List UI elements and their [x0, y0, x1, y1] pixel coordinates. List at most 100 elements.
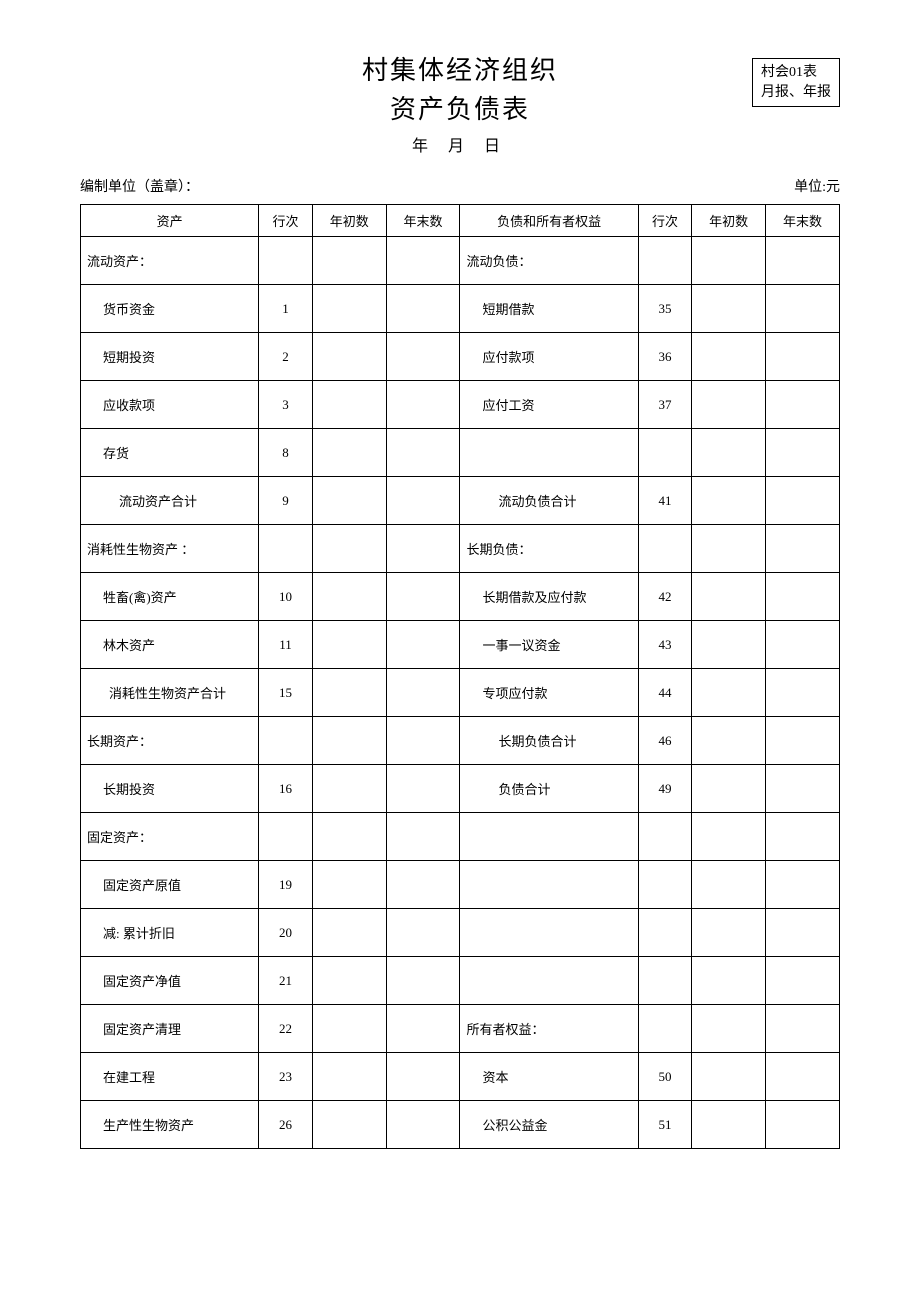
liability-end-value — [766, 621, 840, 669]
asset-end-value — [386, 621, 460, 669]
balance-sheet-table: 资产 行次 年初数 年末数 负债和所有者权益 行次 年初数 年末数 流动资产：流… — [80, 204, 840, 1149]
asset-line-number: 20 — [259, 909, 312, 957]
asset-line-number: 19 — [259, 861, 312, 909]
liability-end-value — [766, 333, 840, 381]
asset-end-value — [386, 429, 460, 477]
asset-begin-value — [312, 765, 386, 813]
liability-end-value — [766, 285, 840, 333]
form-code-box: 村会01表 月报、年报 — [752, 58, 840, 107]
asset-begin-value — [312, 621, 386, 669]
asset-end-value — [386, 1005, 460, 1053]
liability-label: 资本 — [460, 1053, 638, 1101]
asset-end-value — [386, 765, 460, 813]
th-end-left: 年末数 — [386, 205, 460, 237]
liability-end-value — [766, 381, 840, 429]
liability-end-value — [766, 1101, 840, 1149]
asset-line-number: 21 — [259, 957, 312, 1005]
liability-begin-value — [692, 1005, 766, 1053]
asset-begin-value — [312, 573, 386, 621]
liability-line-number: 35 — [638, 285, 691, 333]
liability-begin-value — [692, 429, 766, 477]
liability-label: 应付工资 — [460, 381, 638, 429]
liability-line-number — [638, 909, 691, 957]
date-line: 年 月 日 — [80, 132, 840, 156]
table-header-row: 资产 行次 年初数 年末数 负债和所有者权益 行次 年初数 年末数 — [81, 205, 840, 237]
th-liab: 负债和所有者权益 — [460, 205, 638, 237]
liability-begin-value — [692, 237, 766, 285]
asset-line-number: 8 — [259, 429, 312, 477]
asset-line-number — [259, 813, 312, 861]
liability-line-number: 37 — [638, 381, 691, 429]
asset-label: 消耗性生物资产合计 — [81, 669, 259, 717]
liability-end-value — [766, 1005, 840, 1053]
liability-begin-value — [692, 669, 766, 717]
title-line2: 资产负债表 — [80, 89, 840, 126]
asset-label: 在建工程 — [81, 1053, 259, 1101]
meta-right: 单位:元 — [794, 176, 840, 196]
table-row: 减: 累计折旧20 — [81, 909, 840, 957]
liability-line-number — [638, 813, 691, 861]
th-end-right: 年末数 — [766, 205, 840, 237]
asset-line-number: 1 — [259, 285, 312, 333]
asset-label: 林木资产 — [81, 621, 259, 669]
meta-left: 编制单位（盖章）： — [80, 176, 199, 196]
asset-end-value — [386, 333, 460, 381]
liability-end-value — [766, 861, 840, 909]
liability-label: 一事一议资金 — [460, 621, 638, 669]
table-row: 牲畜(禽)资产10长期借款及应付款42 — [81, 573, 840, 621]
table-row: 流动资产合计9 流动负债合计41 — [81, 477, 840, 525]
asset-end-value — [386, 669, 460, 717]
date-year: 年 — [412, 138, 436, 155]
liability-label: 应付款项 — [460, 333, 638, 381]
liability-begin-value — [692, 381, 766, 429]
liability-line-number — [638, 1005, 691, 1053]
liability-label: 流动负债合计 — [460, 477, 638, 525]
asset-label: 流动资产： — [81, 237, 259, 285]
liability-end-value — [766, 1053, 840, 1101]
liability-line-number: 36 — [638, 333, 691, 381]
asset-label: 减: 累计折旧 — [81, 909, 259, 957]
liability-begin-value — [692, 1101, 766, 1149]
asset-label: 货币资金 — [81, 285, 259, 333]
asset-label: 短期投资 — [81, 333, 259, 381]
liability-line-number: 49 — [638, 765, 691, 813]
asset-line-number: 26 — [259, 1101, 312, 1149]
liability-end-value — [766, 909, 840, 957]
asset-label: 生产性生物资产 — [81, 1101, 259, 1149]
asset-label: 流动资产合计 — [81, 477, 259, 525]
liability-label — [460, 861, 638, 909]
asset-label: 固定资产原值 — [81, 861, 259, 909]
asset-begin-value — [312, 717, 386, 765]
asset-end-value — [386, 477, 460, 525]
table-row: 流动资产：流动负债： — [81, 237, 840, 285]
liability-line-number: 44 — [638, 669, 691, 717]
asset-end-value — [386, 957, 460, 1005]
liability-label: 专项应付款 — [460, 669, 638, 717]
liability-begin-value — [692, 525, 766, 573]
liability-begin-value — [692, 573, 766, 621]
liability-line-number: 51 — [638, 1101, 691, 1149]
liability-begin-value — [692, 333, 766, 381]
asset-end-value — [386, 525, 460, 573]
liability-line-number — [638, 957, 691, 1005]
liability-line-number: 41 — [638, 477, 691, 525]
liability-begin-value — [692, 813, 766, 861]
liability-begin-value — [692, 765, 766, 813]
liability-line-number — [638, 237, 691, 285]
asset-end-value — [386, 813, 460, 861]
meta-row: 编制单位（盖章）： 单位:元 — [80, 176, 840, 196]
liability-label: 长期负债合计 — [460, 717, 638, 765]
th-begin-left: 年初数 — [312, 205, 386, 237]
asset-end-value — [386, 861, 460, 909]
asset-label: 固定资产净值 — [81, 957, 259, 1005]
liability-begin-value — [692, 909, 766, 957]
liability-end-value — [766, 477, 840, 525]
table-row: 固定资产原值19 — [81, 861, 840, 909]
liability-line-number: 50 — [638, 1053, 691, 1101]
liability-line-number — [638, 525, 691, 573]
liability-begin-value — [692, 717, 766, 765]
asset-line-number: 16 — [259, 765, 312, 813]
liability-label — [460, 813, 638, 861]
asset-line-number: 9 — [259, 477, 312, 525]
asset-begin-value — [312, 1053, 386, 1101]
